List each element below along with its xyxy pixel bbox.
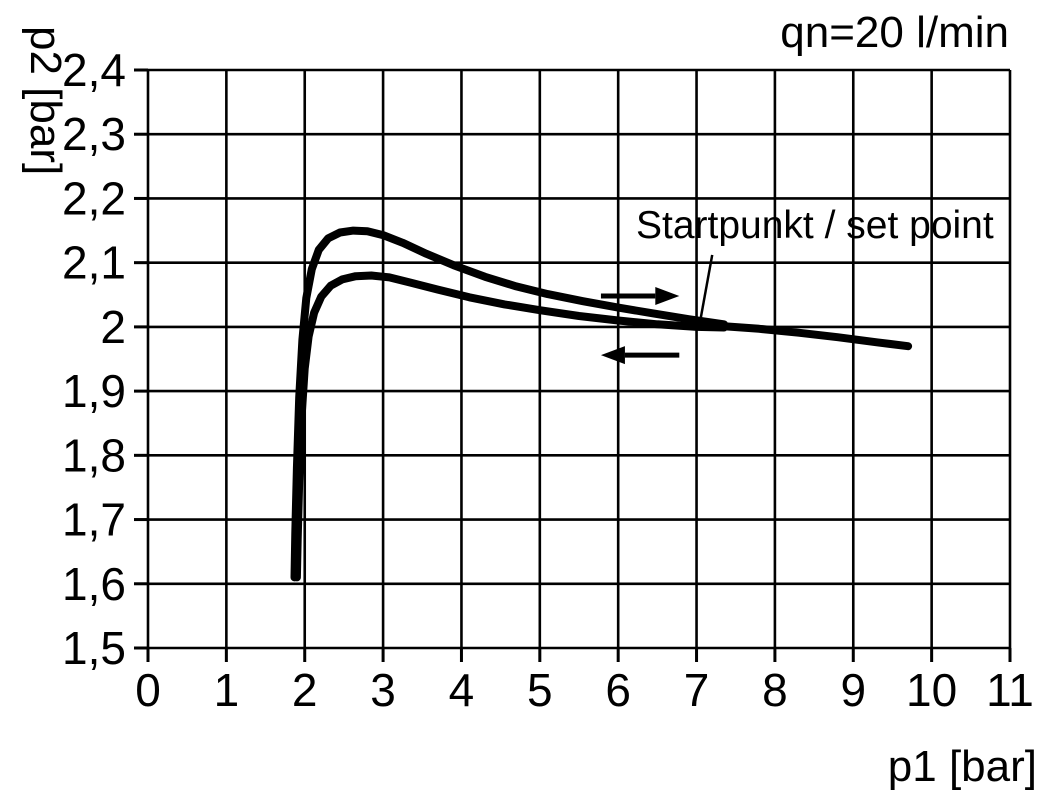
y-tick-label: 1,9: [62, 365, 126, 417]
x-tick-label: 3: [370, 664, 396, 716]
y-tick-label: 2,3: [62, 108, 126, 160]
x-tick-label: 11: [986, 664, 1034, 716]
x-tick-label: 7: [684, 664, 710, 716]
curve-upper-hysteresis: [290, 226, 728, 582]
annotation-leader-line: [697, 254, 714, 329]
curve-common-tail: [720, 322, 913, 351]
x-tick-label: 8: [762, 664, 788, 716]
y-tick-label: 2,1: [62, 237, 126, 289]
x-tick-label: 4: [449, 664, 475, 716]
x-tick-label: 0: [135, 664, 161, 716]
y-tick-label: 1,7: [62, 494, 126, 546]
y-tick-label: 2: [100, 301, 126, 353]
arrow-left-head: [600, 346, 625, 365]
x-axis-label: p1 [bar]: [887, 742, 1037, 791]
x-tick-label: 10: [906, 664, 957, 716]
x-tick-label: 1: [214, 664, 240, 716]
x-tick-label: 6: [605, 664, 631, 716]
arrow-right-head: [655, 287, 680, 306]
annotation-label: Startpunkt / set point: [636, 204, 994, 247]
curve-lower-hysteresis: [292, 271, 728, 582]
x-tick-label: 5: [527, 664, 553, 716]
y-tick-label: 1,6: [62, 558, 126, 610]
y-tick-label: 1,8: [62, 429, 126, 481]
y-tick-label: 1,5: [62, 622, 126, 674]
chart-title: qn=20 l/min: [780, 8, 1009, 57]
y-axis-label: p2 [bar]: [21, 26, 70, 176]
x-tick-label: 2: [292, 664, 318, 716]
y-tick-label: 2,4: [62, 44, 126, 96]
y-tick-label: 2,2: [62, 172, 126, 224]
x-tick-label: 9: [840, 664, 866, 716]
